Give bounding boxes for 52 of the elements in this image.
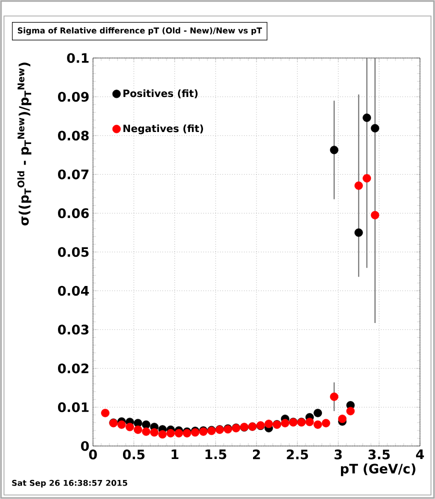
y-tick-label: 0.07 [58, 169, 88, 180]
point [305, 418, 314, 426]
point [346, 406, 355, 416]
legend-label: Negatives (fit) [123, 124, 204, 134]
legend-label: Positives (fit) [123, 89, 198, 98]
point [314, 420, 322, 429]
point [354, 181, 363, 190]
x-tick-label: 4 [416, 450, 424, 460]
point [134, 426, 142, 434]
point [314, 408, 322, 418]
y-tick-label: 0 [81, 441, 89, 451]
point [370, 210, 380, 220]
x-tick-label: 1.5 [206, 450, 226, 460]
x-tick-label: 3.5 [368, 450, 390, 460]
point [174, 428, 184, 438]
point [142, 427, 150, 436]
point [330, 392, 338, 401]
y-tick-label: 0.03 [58, 324, 88, 335]
point [101, 408, 110, 418]
point [142, 420, 150, 429]
y-tick-label: 0.05 [58, 247, 89, 257]
x-axis-title: pT (GeV/c) [340, 464, 416, 476]
point [150, 428, 159, 437]
point [117, 420, 126, 429]
x-tick-label: 3 [334, 450, 342, 460]
y-tick-label: 0.02 [58, 363, 88, 374]
text: σ((p$_{T}$$^{Old}$ - p$_{T}$$^{New}$)/p$_{T}$$^{New}$) [17, 62, 32, 226]
point [362, 114, 372, 122]
y-tick-label: 0.01 [58, 402, 89, 412]
point [330, 146, 338, 154]
x-tick-label: 2 [253, 450, 260, 460]
point [370, 124, 380, 132]
x-tick-label: 0.5 [122, 450, 144, 460]
point [126, 422, 134, 432]
point [322, 418, 330, 428]
y-tick-label: 0.06 [58, 208, 89, 218]
chart-title: Sigma of Relative difference pT (Old - New)/New vs pT [18, 27, 262, 36]
x-tick-label: 2.5 [286, 450, 308, 460]
point [354, 228, 363, 237]
point [362, 174, 372, 182]
point [158, 430, 167, 439]
point [166, 428, 175, 438]
y-tick-label: 0.1 [67, 53, 89, 63]
point [264, 420, 273, 428]
x-tick-label: 1 [172, 450, 178, 460]
point [280, 418, 290, 428]
y-tick-label: 0.09 [58, 92, 89, 102]
text: Sat Sep 26 16:38:57 2015 [12, 480, 128, 488]
x-tick-label: 0 [89, 450, 97, 460]
point [338, 414, 347, 424]
y-tick-label: 0.04 [58, 286, 89, 296]
y-tick-label: 0.08 [58, 130, 89, 141]
